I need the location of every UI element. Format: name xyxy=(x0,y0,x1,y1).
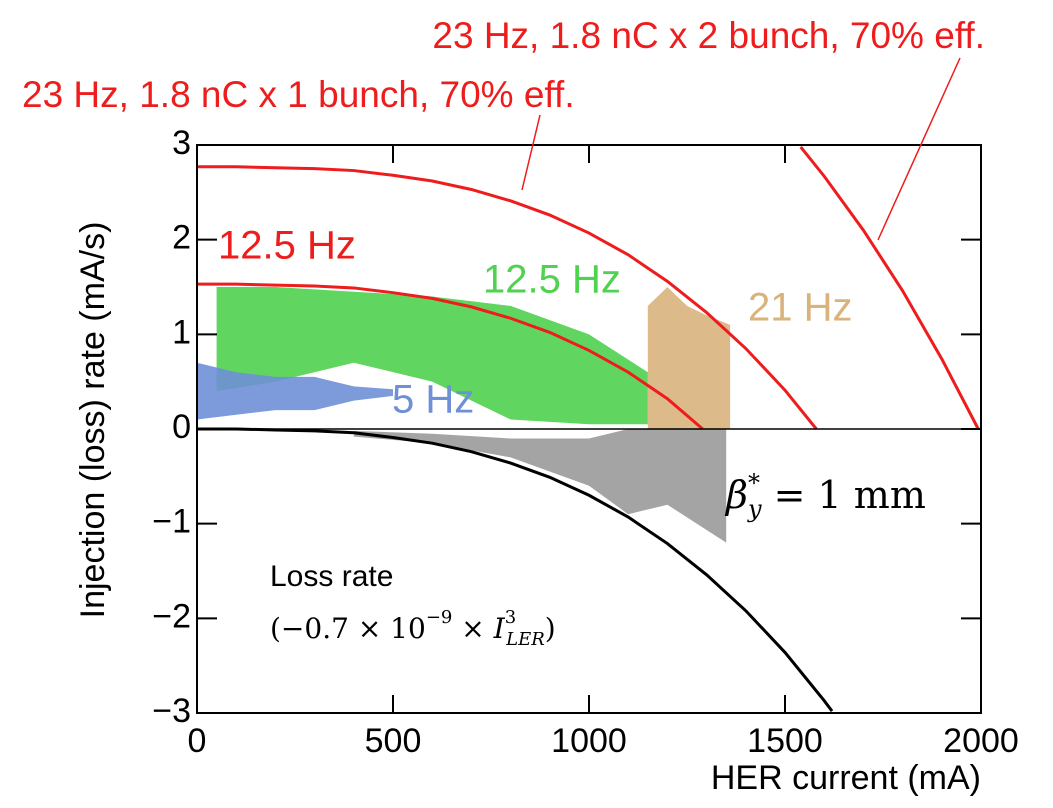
math-part: * xyxy=(748,469,760,497)
y-axis-title: Injection (loss) rate (mA/s) xyxy=(74,222,112,619)
scatter-band xyxy=(647,287,731,429)
x-tick-label: 0 xyxy=(188,722,207,760)
leader-line xyxy=(877,57,961,241)
annotation: 5 Hz xyxy=(392,378,474,422)
curve xyxy=(197,282,704,431)
math-part: = 1 mm xyxy=(762,473,926,517)
annotation: 12.5 Hz xyxy=(218,224,356,268)
beta-annotation: β* y = 1 mm xyxy=(724,469,926,523)
x-tick-label: 1500 xyxy=(747,722,823,760)
curve xyxy=(197,165,818,430)
math-part: −9 xyxy=(426,607,453,628)
math-part: ) xyxy=(545,612,556,645)
y-tick-label: −3 xyxy=(152,692,191,730)
scatter-band xyxy=(353,429,727,543)
loss-formula: (−0.7 × 10−9 × I3 LER) xyxy=(270,607,556,650)
x-tick-label: 2000 xyxy=(943,722,1019,760)
x-tick-label: 500 xyxy=(365,722,422,760)
annotation: 12.5 Hz xyxy=(483,258,621,302)
x-axis-title: HER current (mA) xyxy=(711,759,981,797)
math-part: I xyxy=(493,612,506,645)
annotation: 23 Hz, 1.8 nC x 1 bunch, 70% eff. xyxy=(22,74,575,115)
y-tick-label: −1 xyxy=(152,503,191,541)
y-tick-label: 2 xyxy=(172,219,191,257)
leader-line xyxy=(521,114,541,191)
annotation: 23 Hz, 1.8 nC x 2 bunch, 70% eff. xyxy=(432,15,985,56)
scatter-band xyxy=(197,362,393,420)
y-tick-label: −2 xyxy=(152,597,191,635)
y-tick-label: 3 xyxy=(172,124,191,162)
scatter-band xyxy=(216,287,648,425)
annotation: Loss rate xyxy=(270,560,393,593)
curves xyxy=(197,145,980,713)
math-part: × xyxy=(452,612,493,645)
y-tick-label: 1 xyxy=(172,313,191,351)
math-part: (−0.7 × 10 xyxy=(270,612,426,645)
y-tick-label: 0 xyxy=(172,408,191,446)
math-part: 3 xyxy=(505,607,516,628)
math-part: β xyxy=(724,473,748,517)
annotation: 21 Hz xyxy=(748,286,853,330)
curve xyxy=(799,145,980,430)
math-part: y xyxy=(747,495,762,523)
math-part: LER xyxy=(505,629,545,650)
x-tick-label: 1000 xyxy=(551,722,627,760)
curve xyxy=(197,427,834,713)
scatter-clouds xyxy=(197,287,731,543)
